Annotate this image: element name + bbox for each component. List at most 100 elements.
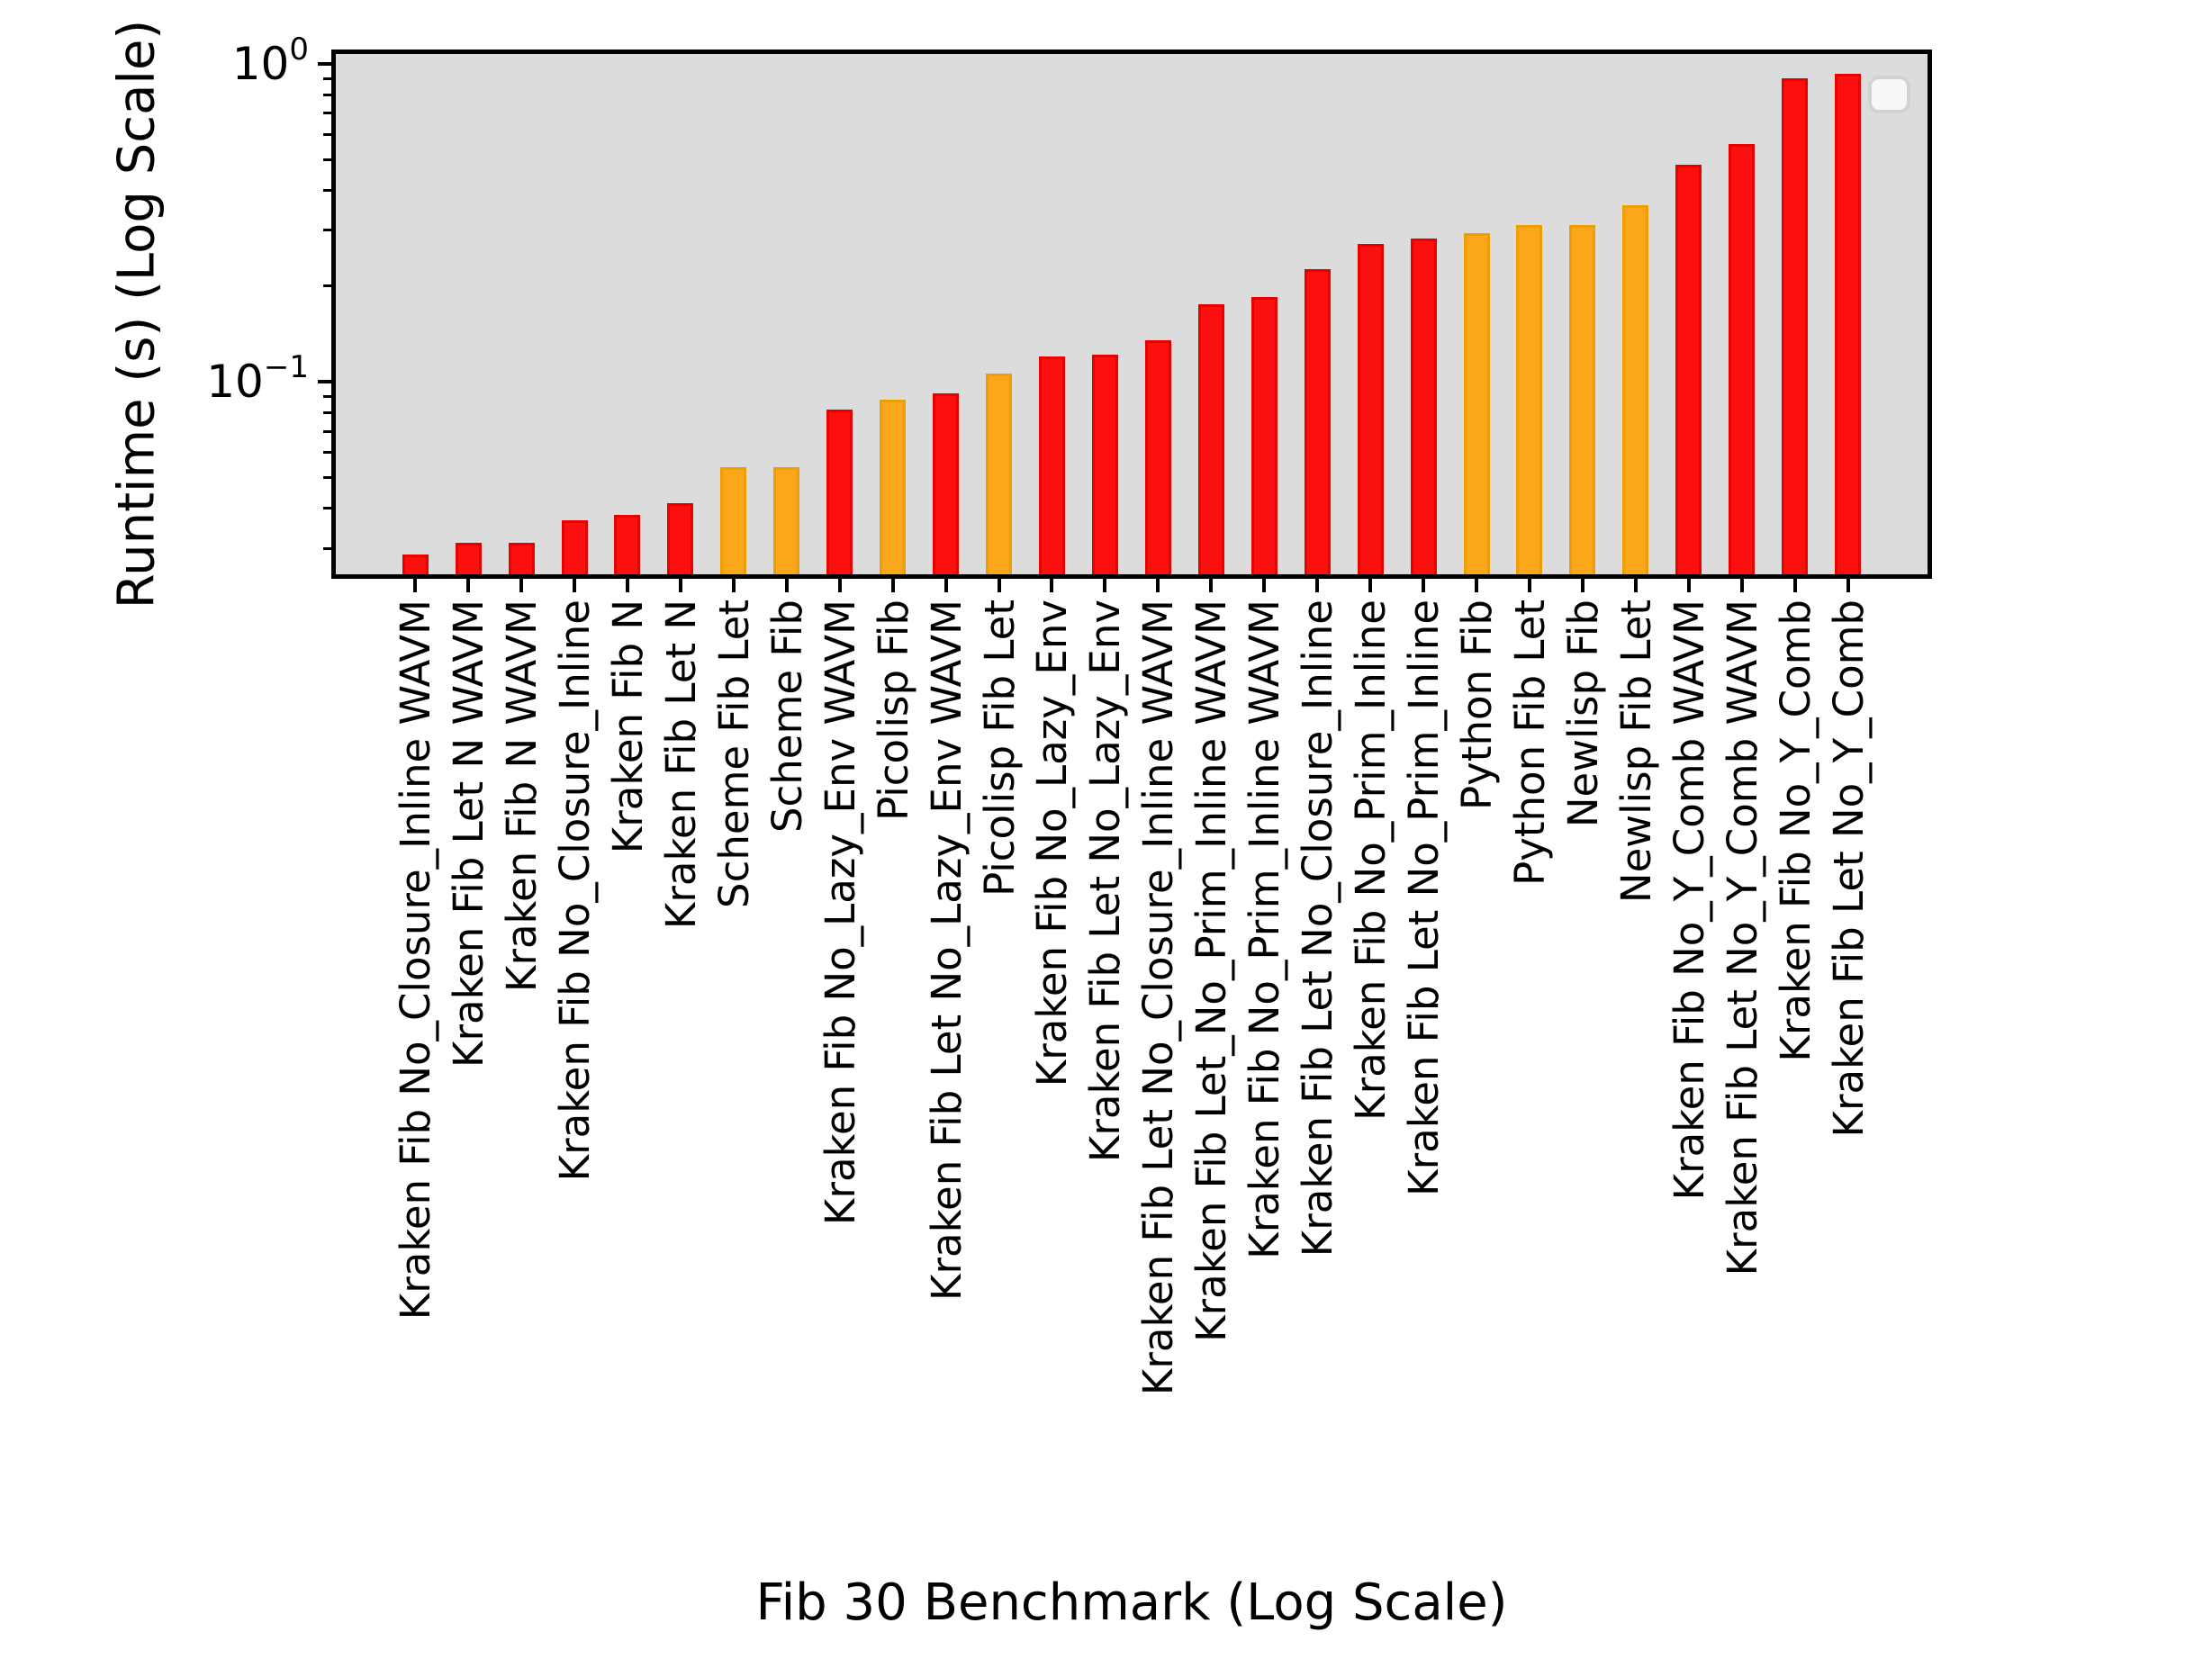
x-tick	[466, 579, 471, 592]
y-tick-minor	[323, 112, 331, 115]
x-tick-label: Kraken Fib No_Closure_Inline WAVM	[392, 600, 440, 1321]
x-tick-label: Scheme Fib Let	[709, 600, 758, 908]
x-tick-label: Kraken Fib No_Closure_Inline	[551, 600, 600, 1182]
x-tick-label: Scheme Fib	[763, 600, 811, 834]
x-tick	[1792, 579, 1797, 592]
x-tick-label: Kraken Fib Let No_Closure_Inline	[1294, 600, 1342, 1258]
x-tick	[1262, 579, 1267, 592]
x-tick	[1315, 579, 1320, 592]
bar	[1729, 143, 1756, 577]
y-tick-minor	[323, 189, 331, 193]
y-tick-minor	[323, 507, 331, 510]
bar	[1304, 268, 1331, 577]
x-tick	[1739, 579, 1744, 592]
bar	[1091, 354, 1118, 577]
y-tick-minor	[323, 229, 331, 232]
x-tick	[1368, 579, 1373, 592]
x-tick-label: Kraken Fib No_Y_Comb	[1771, 600, 1819, 1062]
x-tick	[1475, 579, 1478, 592]
plot-area	[331, 50, 1932, 579]
y-tick-label: 100	[231, 32, 309, 90]
x-tick	[519, 579, 524, 592]
legend-box	[1868, 76, 1910, 113]
bar	[1357, 244, 1384, 577]
y-tick-minor	[323, 546, 331, 550]
bar	[986, 374, 1013, 577]
y-tick-label: 10−1	[206, 349, 309, 409]
y-tick-minor	[323, 429, 331, 433]
y-tick-minor	[323, 451, 331, 455]
bar	[720, 467, 747, 577]
x-tick-label: Kraken Fib No_Prim_Inline WAVM	[1241, 600, 1289, 1259]
y-tick-minor	[323, 77, 331, 80]
bar	[933, 392, 960, 577]
x-tick	[997, 579, 1001, 592]
x-tick	[1422, 579, 1426, 592]
y-tick-major	[318, 62, 331, 66]
bar	[1410, 239, 1437, 577]
bar	[1144, 340, 1171, 577]
x-tick	[731, 579, 736, 592]
bar	[1675, 165, 1702, 577]
x-tick-label: Kraken Fib Let N	[656, 600, 705, 930]
x-tick	[573, 579, 577, 592]
x-tick-label: Kraken Fib No_Lazy_Env	[1028, 600, 1077, 1087]
plot-frame	[331, 50, 1932, 579]
x-tick	[784, 579, 789, 592]
bar	[1463, 233, 1490, 577]
x-tick	[1846, 579, 1850, 592]
x-tick	[1686, 579, 1691, 592]
y-tick-minor	[323, 476, 331, 480]
bar	[1835, 73, 1862, 577]
bar	[1038, 356, 1065, 577]
x-tick	[890, 579, 895, 592]
x-tick-label: Newlisp Fib	[1558, 600, 1607, 828]
bar	[508, 542, 535, 577]
x-tick-label: Python Fib	[1453, 600, 1501, 810]
y-tick-minor	[323, 394, 331, 398]
y-tick-minor	[323, 411, 331, 415]
y-axis-title: Runtime (s) (Log Scale)	[107, 19, 167, 609]
x-tick-label: Python Fib Let	[1505, 600, 1554, 886]
bar	[561, 520, 588, 577]
bar	[773, 466, 800, 577]
x-tick	[1156, 579, 1160, 592]
bar	[402, 554, 429, 577]
x-tick	[943, 579, 948, 592]
bar	[1569, 224, 1596, 577]
x-tick	[1580, 579, 1585, 592]
x-tick-label: Kraken Fib No_Lazy_Env WAVM	[816, 600, 864, 1226]
bar	[826, 409, 853, 577]
x-tick-label: Kraken Fib Let No_Prim_Inline	[1400, 600, 1449, 1196]
x-tick-label: Kraken Fib Let No_Lazy_Env WAVM	[922, 600, 971, 1301]
x-tick-label: Kraken Fib Let No_Closure_Inline WAVM	[1134, 600, 1183, 1396]
x-tick-label: Picolisp Fib Let	[975, 600, 1024, 897]
x-tick-label: Kraken Fib Let N WAVM	[445, 600, 493, 1068]
x-tick-label: Picolisp Fib	[869, 600, 917, 821]
bar	[880, 399, 907, 577]
bar	[1250, 296, 1278, 577]
bar	[1622, 205, 1649, 577]
x-tick	[678, 579, 682, 592]
x-tick-label: Newlisp Fib Let	[1612, 600, 1660, 904]
y-tick-major	[318, 380, 331, 384]
x-tick-label: Kraken Fib Let No_Y_Comb	[1824, 600, 1873, 1138]
x-tick-label: Kraken Fib No_Prim_Inline	[1347, 600, 1395, 1121]
x-tick-label: Kraken Fib Let No_Y_Comb WAVM	[1718, 600, 1766, 1276]
bar	[1516, 225, 1543, 577]
x-tick	[1209, 579, 1214, 592]
y-tick-minor	[323, 93, 331, 96]
x-tick-label: Kraken Fib N WAVM	[498, 600, 546, 993]
x-tick	[1050, 579, 1054, 592]
x-tick-label: Kraken Fib Let_No_Prim_Inline WAVM	[1187, 600, 1236, 1342]
x-tick-label: Kraken Fib N	[603, 600, 652, 854]
bar	[667, 502, 694, 577]
y-tick-minor	[323, 284, 331, 288]
x-tick	[1527, 579, 1531, 592]
x-tick-label: Kraken Fib No_Y_Comb WAVM	[1665, 600, 1713, 1201]
x-axis-title: Fib 30 Benchmark (Log Scale)	[755, 1573, 1508, 1632]
x-tick	[625, 579, 629, 592]
y-tick-minor	[323, 132, 331, 136]
bar	[1197, 303, 1224, 577]
